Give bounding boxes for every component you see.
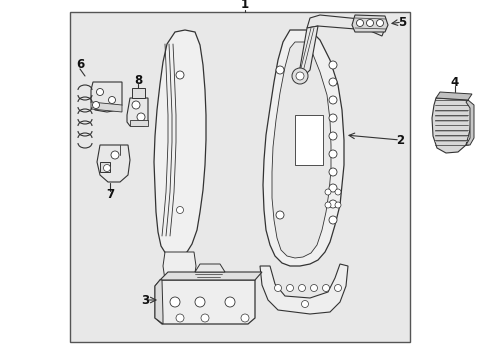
Bar: [435, 114, 468, 117]
Circle shape: [329, 150, 337, 158]
Circle shape: [176, 314, 184, 322]
Circle shape: [329, 200, 337, 208]
Circle shape: [329, 114, 337, 122]
Circle shape: [176, 71, 184, 79]
Bar: [130, 120, 148, 126]
Polygon shape: [160, 272, 262, 280]
Circle shape: [296, 72, 304, 80]
Polygon shape: [132, 88, 145, 98]
Circle shape: [137, 113, 145, 121]
Polygon shape: [127, 98, 148, 126]
Text: 6: 6: [76, 58, 84, 72]
Bar: [435, 120, 468, 122]
Circle shape: [241, 314, 249, 322]
Polygon shape: [195, 264, 225, 272]
Circle shape: [376, 19, 384, 27]
Circle shape: [325, 189, 331, 195]
Circle shape: [97, 89, 103, 95]
Circle shape: [329, 96, 337, 104]
Polygon shape: [293, 26, 318, 80]
Circle shape: [201, 314, 209, 322]
Text: 7: 7: [106, 189, 114, 202]
Circle shape: [329, 78, 337, 86]
Polygon shape: [100, 162, 110, 172]
Text: 2: 2: [396, 134, 404, 147]
Circle shape: [329, 168, 337, 176]
Text: 5: 5: [398, 15, 406, 28]
Circle shape: [132, 101, 140, 109]
Polygon shape: [352, 15, 388, 32]
Polygon shape: [97, 145, 130, 182]
Circle shape: [329, 61, 337, 69]
Polygon shape: [163, 252, 196, 288]
Text: 4: 4: [451, 76, 459, 89]
Circle shape: [335, 189, 341, 195]
Circle shape: [93, 102, 99, 108]
Text: 8: 8: [134, 73, 142, 86]
Circle shape: [335, 202, 341, 208]
Polygon shape: [154, 30, 206, 257]
Polygon shape: [263, 30, 344, 266]
Bar: [435, 139, 468, 142]
Polygon shape: [307, 15, 385, 36]
Circle shape: [367, 19, 373, 27]
Bar: [295, 115, 323, 165]
Polygon shape: [436, 92, 472, 100]
Circle shape: [276, 66, 284, 74]
Bar: [435, 135, 468, 137]
Text: 1: 1: [241, 0, 249, 12]
Circle shape: [170, 297, 180, 307]
Bar: [70, 12, 410, 342]
Polygon shape: [272, 42, 331, 258]
Polygon shape: [466, 100, 474, 145]
Text: 3: 3: [141, 293, 149, 306]
Bar: [435, 130, 468, 132]
Circle shape: [329, 216, 337, 224]
Circle shape: [335, 284, 342, 292]
Polygon shape: [260, 264, 348, 314]
Circle shape: [301, 301, 309, 307]
Polygon shape: [155, 280, 255, 324]
Circle shape: [325, 202, 331, 208]
Polygon shape: [91, 82, 122, 112]
Circle shape: [292, 68, 308, 84]
Polygon shape: [432, 98, 472, 153]
Circle shape: [329, 132, 337, 140]
Circle shape: [111, 151, 119, 159]
Circle shape: [298, 284, 305, 292]
Circle shape: [322, 284, 329, 292]
Circle shape: [287, 284, 294, 292]
Bar: [435, 109, 468, 112]
Circle shape: [274, 284, 281, 292]
Circle shape: [329, 184, 337, 192]
Circle shape: [108, 96, 116, 104]
Circle shape: [195, 297, 205, 307]
Circle shape: [276, 211, 284, 219]
Circle shape: [103, 165, 111, 171]
Circle shape: [176, 207, 183, 213]
Polygon shape: [155, 280, 163, 324]
Circle shape: [311, 284, 318, 292]
Circle shape: [357, 19, 364, 27]
Circle shape: [225, 297, 235, 307]
Polygon shape: [91, 102, 122, 112]
